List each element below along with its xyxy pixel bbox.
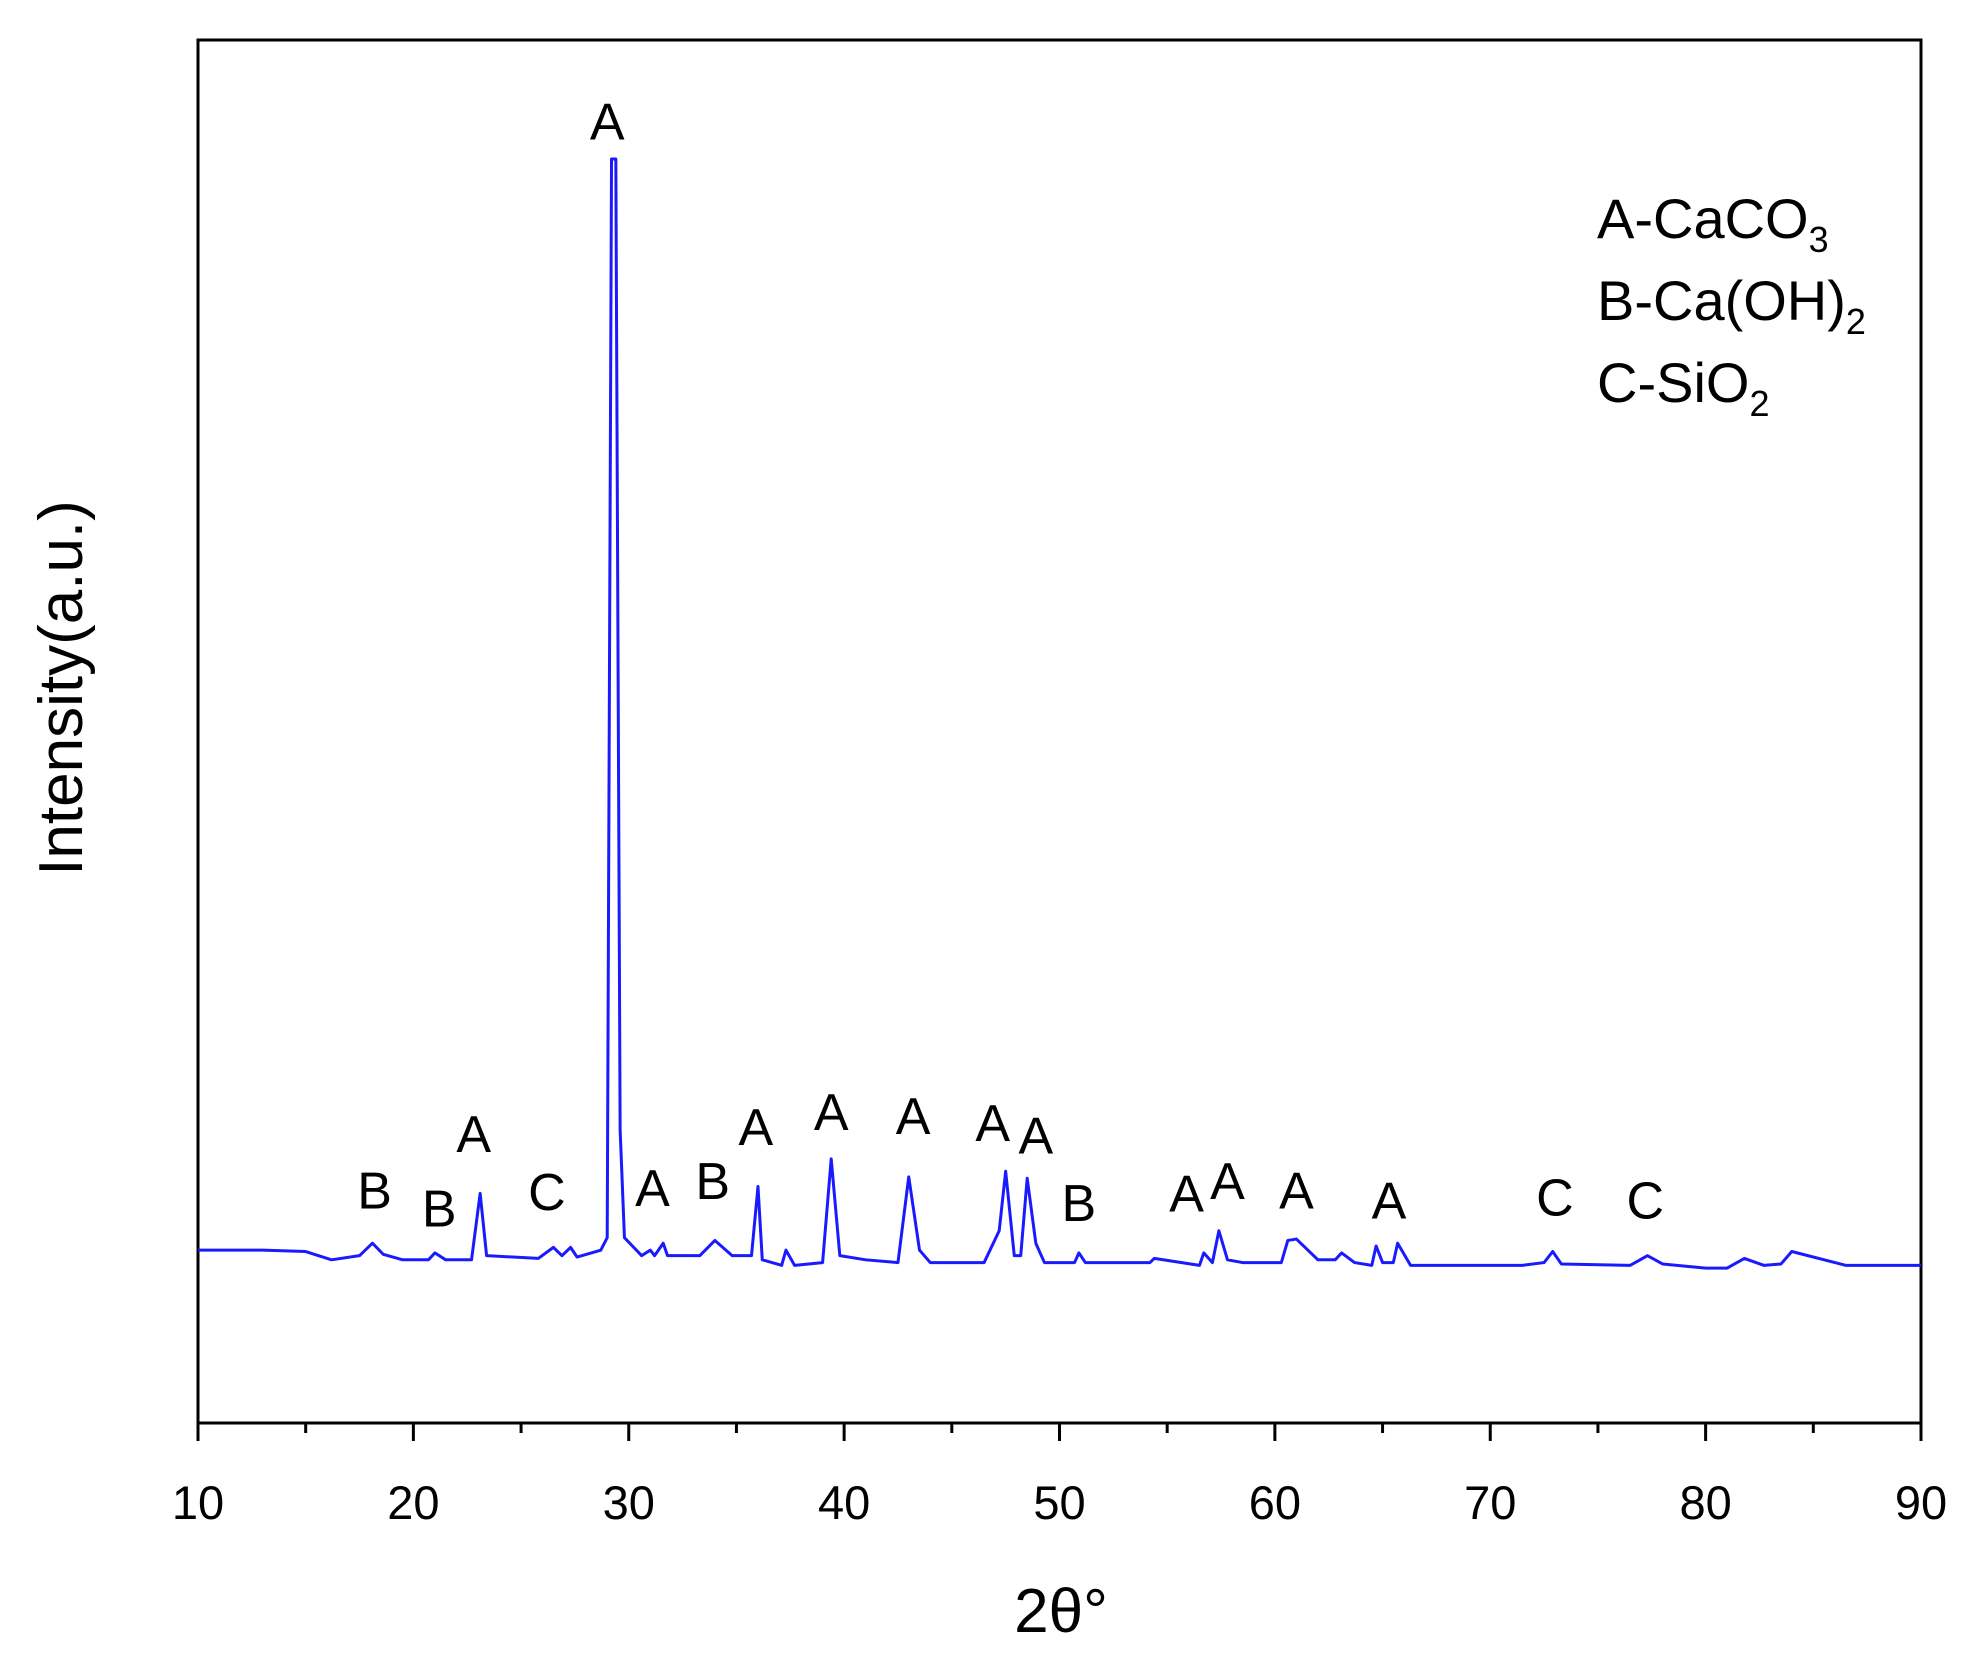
peak-label: A	[1210, 1153, 1245, 1211]
peak-label: A	[738, 1099, 773, 1157]
legend-subscript: 2	[1749, 383, 1769, 424]
peak-label: C	[528, 1164, 566, 1222]
x-tick-label: 20	[387, 1476, 439, 1529]
peak-label: A	[975, 1095, 1010, 1153]
xrd-line	[198, 157, 1921, 1270]
x-tick-label: 50	[1033, 1476, 1085, 1529]
x-tick-label: 70	[1464, 1476, 1516, 1529]
x-tick-label: 90	[1895, 1476, 1947, 1529]
legend-subscript: 3	[1809, 219, 1829, 260]
legend-text: B-Ca(OH)	[1597, 269, 1846, 332]
peak-label: C	[1536, 1170, 1574, 1228]
peak-label: A	[456, 1106, 491, 1164]
legend-text: A-CaCO	[1597, 187, 1809, 250]
peak-label: B	[695, 1153, 730, 1211]
peak-label: A	[896, 1088, 931, 1146]
peak-label: A	[1169, 1165, 1204, 1223]
peak-label: A	[1279, 1163, 1314, 1221]
peak-label: C	[1627, 1172, 1665, 1230]
peak-label: A	[590, 94, 625, 152]
legend-text: C-SiO	[1597, 351, 1749, 414]
x-tick-label: 60	[1249, 1476, 1301, 1529]
legend-subscript: 2	[1846, 301, 1866, 342]
x-tick-label: 80	[1679, 1476, 1731, 1529]
legend-entry: B-Ca(OH)2	[1597, 269, 1866, 342]
peak-label: A	[1372, 1172, 1407, 1230]
peak-label: A	[814, 1084, 849, 1142]
peak-label: B	[1062, 1175, 1097, 1233]
x-tick-label: 30	[603, 1476, 655, 1529]
x-tick-label: 10	[172, 1476, 224, 1529]
x-axis-title: 2θ°	[1014, 1577, 1108, 1646]
x-tick-label: 40	[818, 1476, 870, 1529]
peak-label: B	[422, 1181, 457, 1239]
peak-label: B	[357, 1163, 392, 1221]
peak-label: A	[1018, 1107, 1053, 1165]
legend-entry: C-SiO2	[1597, 351, 1769, 424]
legend-entry: A-CaCO3	[1597, 187, 1829, 260]
peak-label: A	[635, 1160, 670, 1218]
y-axis-title: Intensity(a.u.)	[27, 500, 96, 876]
